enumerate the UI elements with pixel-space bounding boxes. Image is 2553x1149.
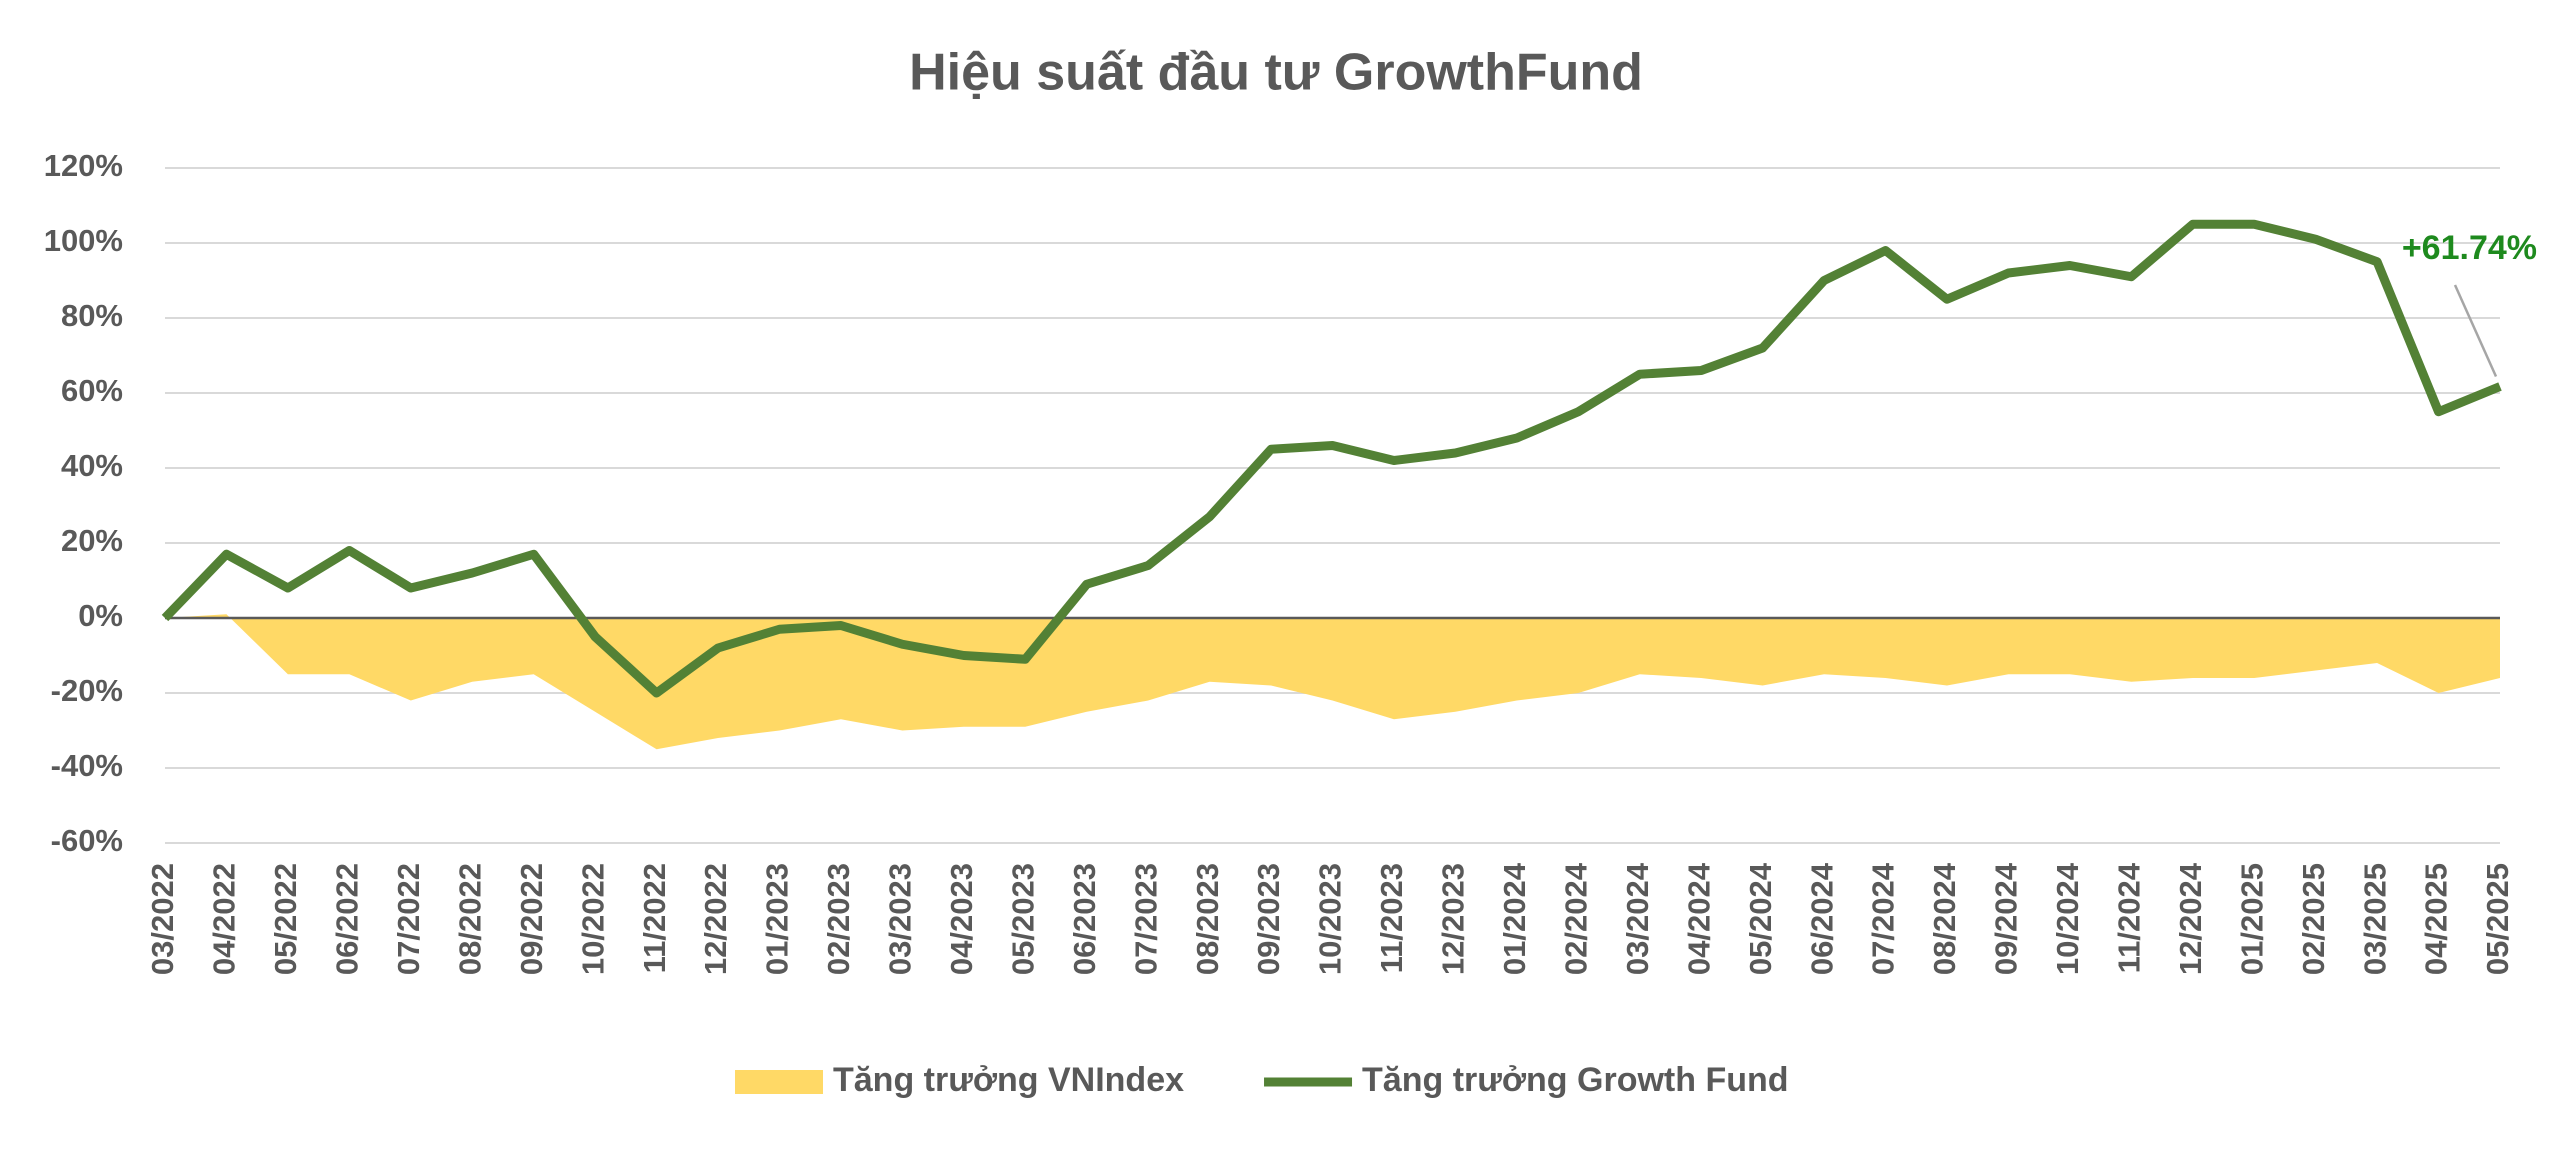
x-tick-label: 09/2024 [1989, 862, 2024, 975]
x-tick-label: 12/2023 [1436, 863, 1471, 975]
x-tick-label: 05/2022 [268, 863, 303, 975]
x-tick-label: 12/2022 [698, 863, 733, 975]
x-tick-label: 04/2025 [2419, 863, 2454, 975]
y-tick-label: 20% [61, 523, 123, 558]
x-tick-label: 05/2025 [2480, 863, 2515, 975]
x-tick-label: 01/2025 [2234, 863, 2269, 975]
chart-title: Hiệu suất đầu tư GrowthFund [909, 44, 1643, 102]
x-tick-label: 02/2023 [821, 863, 856, 975]
x-tick-label: 01/2024 [1497, 862, 1532, 975]
x-tick-label: 04/2024 [1681, 862, 1716, 975]
x-tick-label: 03/2023 [883, 863, 918, 975]
y-tick-label: -40% [51, 748, 123, 783]
x-tick-label: 12/2024 [2173, 862, 2208, 975]
x-tick-label: 10/2023 [1313, 863, 1348, 975]
x-tick-label: 01/2023 [760, 863, 795, 975]
legend-label: Tăng trưởng VNIndex [833, 1061, 1184, 1099]
y-tick-label: 60% [61, 373, 123, 408]
annotation-leader [2453, 284, 2498, 377]
x-tick-label: 05/2024 [1743, 862, 1778, 975]
y-tick-label: 0% [78, 598, 123, 633]
x-tick-label: 04/2022 [207, 863, 242, 975]
x-tick-label: 04/2023 [944, 863, 979, 975]
x-tick-label: 09/2022 [514, 863, 549, 975]
x-tick-label: 06/2023 [1067, 863, 1102, 975]
x-tick-label: 07/2022 [391, 863, 426, 975]
x-tick-label: 05/2023 [1005, 863, 1040, 975]
annotation: +61.74% [2402, 229, 2537, 267]
x-tick-label: 11/2023 [1374, 863, 1409, 973]
x-tick-label: 11/2024 [2112, 862, 2147, 973]
x-tick-label: 08/2024 [1927, 862, 1962, 975]
y-tick-label: 40% [61, 448, 123, 483]
x-tick-label: 09/2023 [1251, 863, 1286, 975]
x-tick-label: 03/2022 [145, 863, 180, 975]
line [161, 219, 2502, 698]
x-tick-label: 03/2024 [1620, 862, 1655, 975]
x-tick-label: 06/2022 [330, 863, 365, 975]
x-tick-label: 08/2022 [452, 863, 487, 975]
legend-swatch [735, 1070, 823, 1094]
x-tick-label: 03/2025 [2357, 863, 2392, 975]
y-tick-label: -20% [51, 673, 123, 708]
x-tick-label: 02/2025 [2296, 863, 2331, 975]
x-tick-label: 08/2023 [1190, 863, 1225, 975]
y-tick-label: 80% [61, 298, 123, 333]
x-tick-label: 07/2024 [1866, 862, 1901, 975]
area [165, 614, 2500, 750]
y-tick-label: 120% [44, 148, 123, 183]
y-tick-label: 100% [44, 223, 123, 258]
x-tick-label: 07/2023 [1128, 863, 1163, 975]
y-tick-label: -60% [51, 823, 123, 858]
legend-label: Tăng trưởng Growth Fund [1362, 1061, 1789, 1099]
x-tick-label: 02/2024 [1558, 862, 1593, 975]
x-tick-label: 10/2022 [575, 863, 610, 975]
x-tick-label: 10/2024 [2050, 862, 2085, 975]
x-tick-label: 06/2024 [1804, 862, 1839, 975]
x-tick-label: 11/2022 [637, 863, 672, 973]
